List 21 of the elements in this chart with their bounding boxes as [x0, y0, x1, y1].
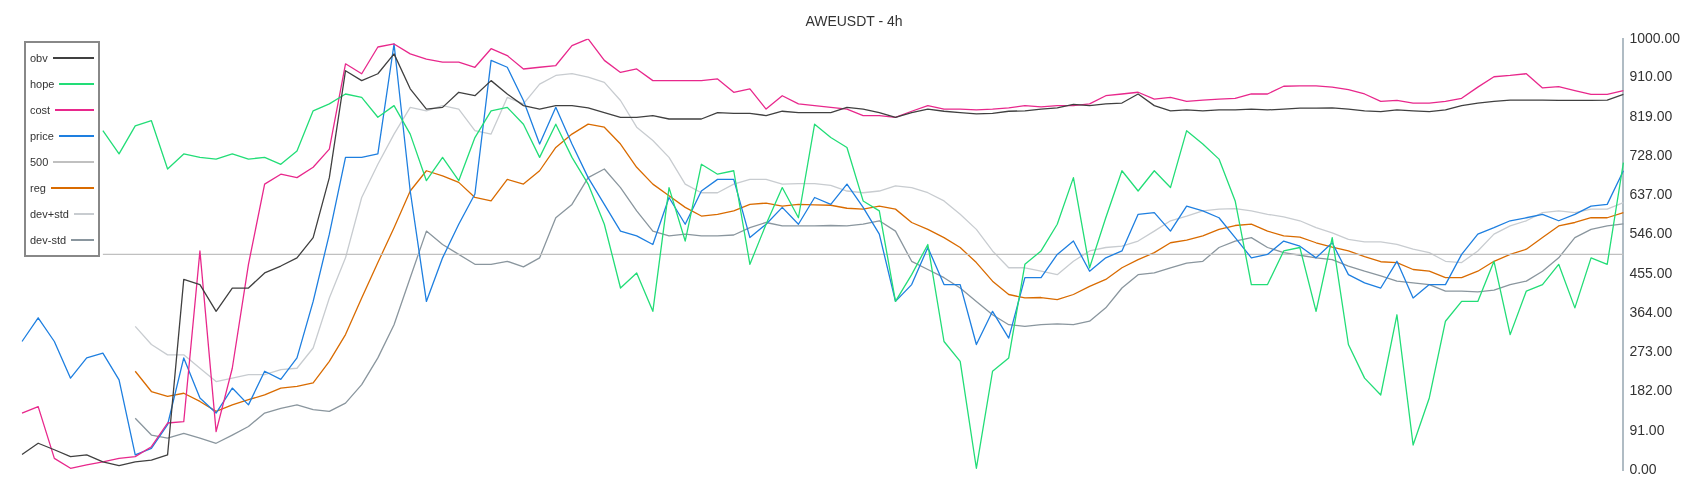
y-tick-label: 637.00	[1629, 186, 1673, 203]
y-tick-label: 819.00	[1629, 107, 1673, 124]
legend-label: 500	[30, 155, 49, 168]
y-tick-label: 546.00	[1629, 225, 1673, 242]
y-tick-label: 1000.00	[1629, 29, 1681, 46]
y-tick-label: 910.00	[1629, 68, 1673, 85]
y-tick-label: 455.00	[1629, 264, 1673, 281]
y-tick-label: 91.00	[1629, 421, 1665, 438]
chart-title: AWEUSDT - 4h	[805, 13, 903, 30]
legend-label: obv	[30, 51, 48, 64]
y-tick-label: 728.00	[1629, 146, 1673, 163]
y-tick-label: 182.00	[1629, 382, 1673, 399]
y-tick-label: 0.00	[1629, 460, 1657, 477]
legend-label: dev-std	[30, 233, 67, 246]
y-tick-label: 364.00	[1629, 303, 1673, 320]
y-tick-label: 273.00	[1629, 343, 1673, 360]
legend-label: reg	[30, 181, 46, 194]
legend-label: hope	[30, 77, 55, 90]
legend-label: dev+std	[30, 207, 69, 220]
legend-label: price	[30, 129, 54, 142]
legend-label: cost	[30, 103, 51, 116]
